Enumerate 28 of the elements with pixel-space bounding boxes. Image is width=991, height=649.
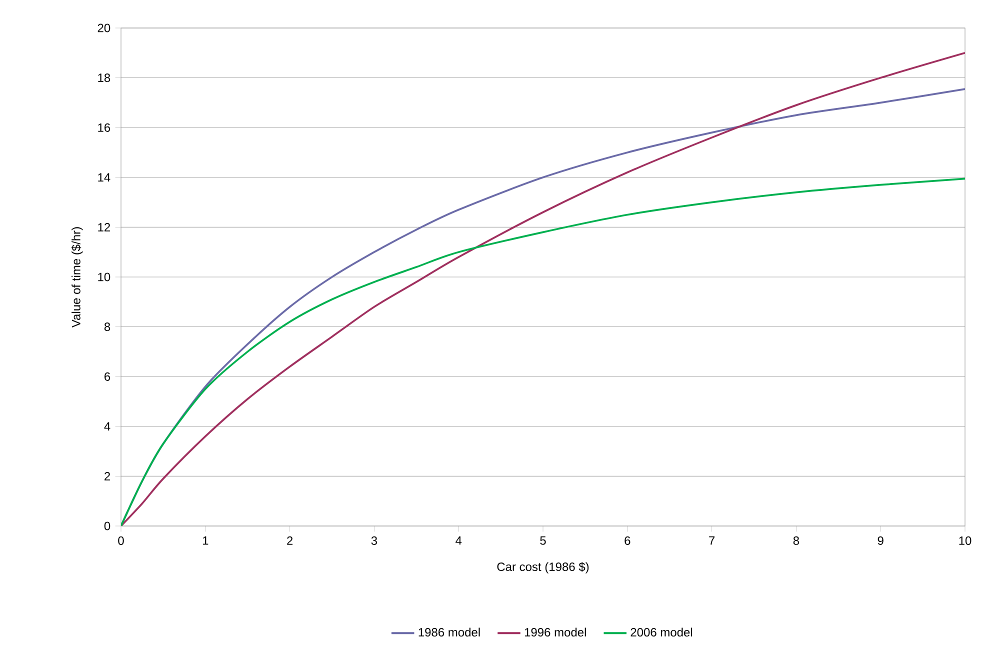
legend-label: 2006 model [630, 628, 692, 637]
x-tick-label: 10 [959, 536, 972, 545]
y-tick-label: 4 [104, 422, 110, 431]
y-tick-label: 8 [104, 322, 110, 332]
x-tick-label: 9 [878, 536, 884, 545]
y-tick-label: 18 [98, 74, 110, 82]
x-tick-label: 5 [540, 536, 546, 545]
line-series [121, 178, 966, 526]
x-tick-label: 1 [202, 536, 208, 545]
legend-label: 1986 model [418, 628, 480, 637]
y-tick-label: 20 [98, 24, 110, 32]
x-tick-label: 7 [709, 536, 715, 545]
y-tick-label: 14 [98, 173, 110, 182]
x-tick-label: 0 [118, 536, 124, 545]
x-tick-label: 6 [624, 536, 630, 545]
x-tick-label: 4 [456, 536, 462, 545]
x-axis-title: Car cost (1986 $) [497, 562, 589, 574]
legend-label: 1996 model [524, 628, 586, 637]
y-tick-label: 6 [104, 372, 110, 381]
x-tick-label: 3 [371, 536, 378, 545]
x-tick-label: 8 [793, 536, 800, 545]
y-tick-label: 2 [104, 472, 110, 480]
y-tick-label: 10 [98, 272, 110, 282]
y-axis-title: Value of time ($/hr) [71, 227, 83, 328]
y-tick-label: 16 [98, 123, 110, 132]
x-tick-label: 2 [287, 536, 293, 545]
y-tick-label: 0 [104, 522, 110, 530]
y-tick-label: 12 [98, 223, 110, 232]
